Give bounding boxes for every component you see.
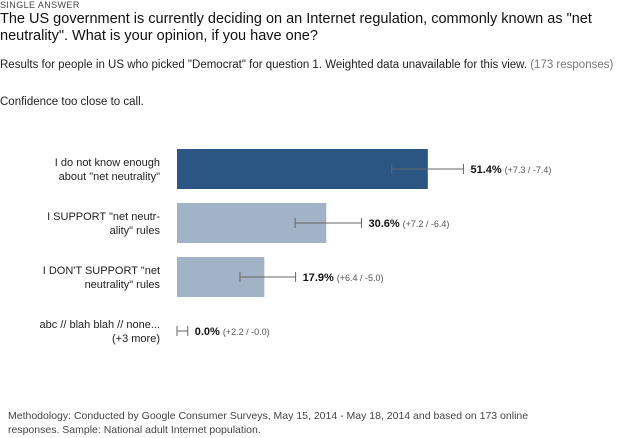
- question-type-label: SINGLE ANSWER: [0, 0, 80, 10]
- category-label-line: I DON'T SUPPORT "net: [43, 265, 160, 277]
- bar: [177, 149, 428, 189]
- category-label-line: ality" rules: [110, 225, 161, 237]
- category-label: I SUPPORT "net neutr-ality" rules: [47, 211, 160, 237]
- error-range-label: (+7.2 / -6.4): [403, 219, 450, 229]
- category-label: I do not know enough about "net neutralit…: [55, 157, 160, 183]
- value-label: 30.6%: [368, 218, 399, 230]
- value-label: 0.0%: [195, 326, 220, 338]
- methodology-note: Methodology: Conducted by Google Consume…: [8, 410, 529, 436]
- category-label-line: about "net neutrality": [59, 171, 160, 183]
- category-label-line: I SUPPORT "net neutr-: [47, 211, 160, 223]
- category-label-line: I do not know enough: [55, 157, 160, 169]
- category-label-line: abc // blah blah // none...: [40, 319, 160, 331]
- results-filter-description: Results for people in US who picked "Dem…: [0, 57, 622, 74]
- filter-text: Results for people in US who picked "Dem…: [0, 59, 528, 71]
- category-label-line: (+3 more): [112, 333, 160, 345]
- value-label: 51.4%: [470, 164, 501, 176]
- category-label: I DON'T SUPPORT "net neutrality" rules: [43, 265, 161, 291]
- survey-question: The US government is currently deciding …: [0, 11, 592, 44]
- results-bar-chart: I do not know enough about "net neutralit…: [40, 149, 552, 345]
- error-range-label: (+2.2 / -0.0): [223, 327, 270, 337]
- category-label: abc // blah blah // none... (+3 more): [40, 319, 160, 345]
- confidence-note: Confidence too close to call.: [0, 96, 144, 108]
- error-range-label: (+7.3 / -7.4): [505, 165, 552, 175]
- error-range-label: (+6.4 / -5.0): [337, 273, 384, 283]
- value-label: 17.9%: [303, 272, 334, 284]
- category-label-line: neutrality" rules: [85, 279, 161, 291]
- response-count: (173 responses): [530, 59, 614, 71]
